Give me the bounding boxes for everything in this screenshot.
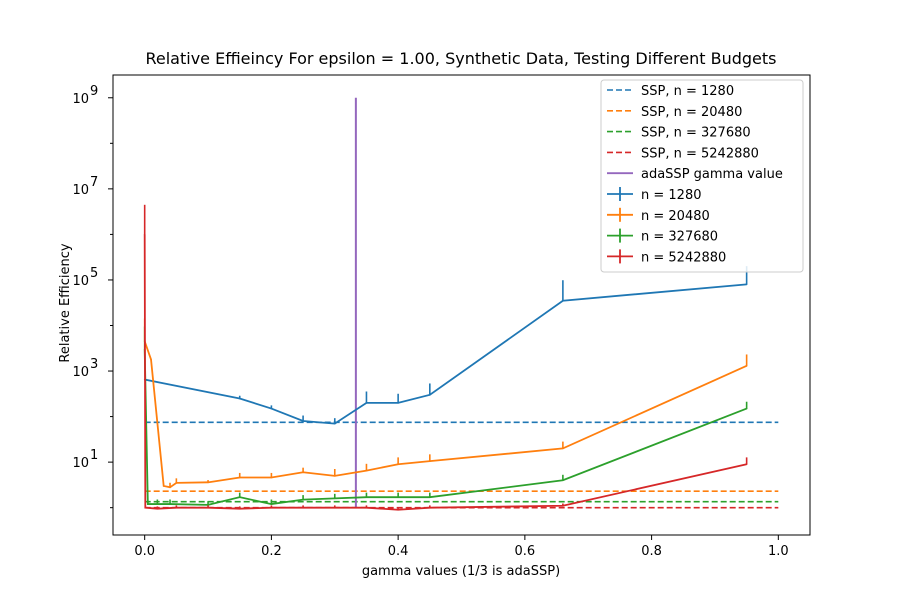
data-point: [150, 358, 152, 361]
legend-box: [600, 79, 804, 273]
y-tick-exponent: 9: [90, 84, 98, 99]
y-tick-exponent: 5: [90, 266, 98, 281]
x-tick-label: 0.0: [134, 544, 155, 559]
y-tick-label: 10: [72, 456, 89, 471]
legend-label: n = 5242880: [641, 250, 726, 265]
y-tick-exponent: 1: [90, 448, 98, 463]
x-axis-label: gamma values (1/3 is adaSSP): [362, 564, 560, 579]
x-tick-label: 0.6: [515, 544, 536, 559]
x-tick-label: 1.0: [768, 544, 789, 559]
x-tick-label: 0.2: [261, 544, 282, 559]
y-tick-exponent: 7: [90, 175, 98, 190]
legend-label: SSP, n = 20480: [641, 105, 742, 120]
legend-label: SSP, n = 5242880: [641, 146, 759, 161]
x-tick-label: 0.8: [641, 544, 662, 559]
series-line: [143, 234, 747, 511]
y-tick-label: 10: [72, 183, 89, 198]
y-tick-label: 10: [72, 274, 89, 289]
y-axis-label: Relative Efficiency: [58, 243, 73, 362]
data-point: [162, 485, 165, 487]
legend-label: n = 20480: [641, 209, 710, 224]
series-line: [143, 340, 748, 489]
legend: SSP, n = 1280 SSP, n = 20480 SSP, n = 3276…: [600, 79, 804, 273]
series-line: [144, 283, 747, 425]
legend-label: adaSSP gamma value: [641, 167, 783, 182]
legend-label: n = 327680: [641, 230, 718, 245]
y-tick-exponent: 3: [90, 357, 98, 372]
data-point: [144, 506, 147, 509]
y-tick-label: 10: [72, 365, 89, 380]
data-point: [147, 503, 149, 505]
legend-label: SSP, n = 1280: [641, 84, 734, 99]
series-line: [143, 349, 747, 506]
legend-label: n = 1280: [641, 188, 701, 203]
x-tick-label: 0.4: [388, 544, 409, 559]
y-tick-label: 10: [72, 92, 89, 107]
legend-label: SSP, n = 327680: [641, 126, 751, 141]
chart-title: Relative Effieincy For epsilon = 1.00, S…: [145, 49, 776, 68]
plot-frame: [112, 74, 811, 536]
